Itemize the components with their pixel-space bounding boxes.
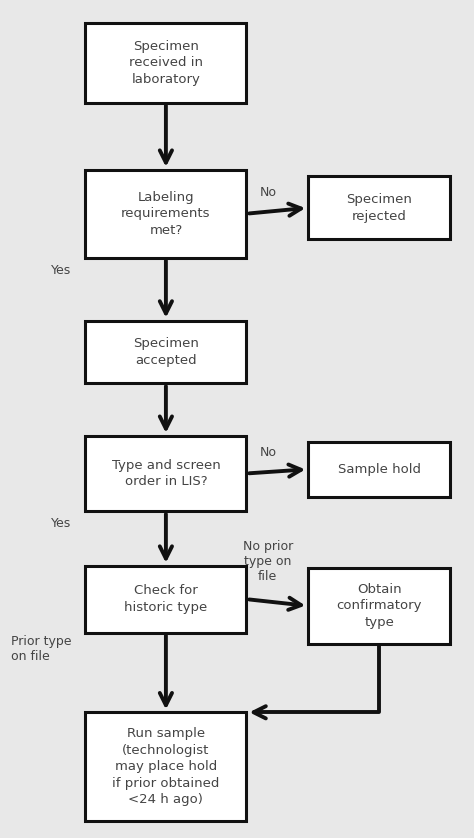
Text: Specimen
accepted: Specimen accepted: [133, 337, 199, 367]
Text: Type and screen
order in LIS?: Type and screen order in LIS?: [111, 458, 220, 489]
Text: No: No: [259, 446, 276, 459]
FancyBboxPatch shape: [85, 169, 246, 258]
Text: Obtain
confirmatory
type: Obtain confirmatory type: [337, 583, 422, 628]
Text: Specimen
received in
laboratory: Specimen received in laboratory: [129, 40, 203, 85]
FancyBboxPatch shape: [85, 436, 246, 511]
Text: Labeling
requirements
met?: Labeling requirements met?: [121, 191, 210, 236]
FancyBboxPatch shape: [85, 566, 246, 633]
FancyBboxPatch shape: [308, 568, 450, 644]
Text: Yes: Yes: [51, 264, 71, 277]
FancyBboxPatch shape: [85, 23, 246, 102]
Text: Prior type
on file: Prior type on file: [10, 635, 71, 664]
Text: Yes: Yes: [51, 517, 71, 530]
Text: Specimen
rejected: Specimen rejected: [346, 193, 412, 223]
Text: Sample hold: Sample hold: [337, 463, 421, 476]
Text: No: No: [259, 186, 276, 199]
FancyBboxPatch shape: [308, 177, 450, 240]
Text: Run sample
(technologist
may place hold
if prior obtained
<24 h ago): Run sample (technologist may place hold …: [112, 727, 219, 806]
FancyBboxPatch shape: [85, 712, 246, 821]
Text: Check for
historic type: Check for historic type: [124, 584, 208, 614]
Text: No prior
type on
file: No prior type on file: [243, 540, 293, 583]
FancyBboxPatch shape: [85, 321, 246, 384]
FancyBboxPatch shape: [308, 442, 450, 496]
